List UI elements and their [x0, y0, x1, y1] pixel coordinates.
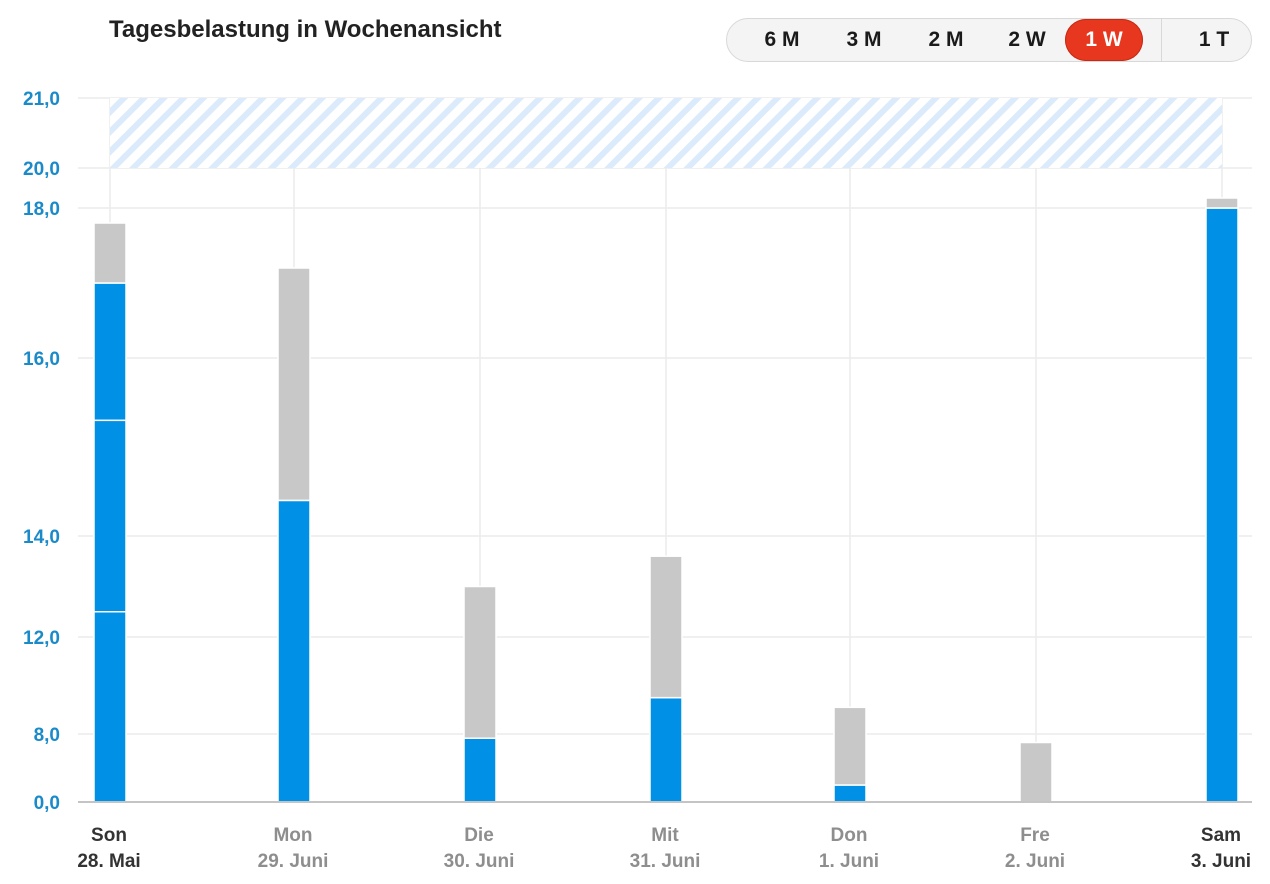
- bar-0-segment-1: [93, 419, 127, 613]
- bar-3-segment-0: [649, 696, 683, 803]
- chart-title: Tagesbelastung in Wochenansicht: [109, 16, 502, 43]
- bar-2-segment-1: [463, 585, 497, 739]
- target-band: [110, 98, 1222, 168]
- x-axis: Son 28. Mai Mon 29. Juni Die 30. Juni Mit 31. J…: [77, 801, 1252, 872]
- range-selector: 6 M 3 M 2 M 2 W 1 W 1 T: [726, 18, 1252, 62]
- bar-0-segment-3: [93, 222, 127, 284]
- x-label-date-1: 29. Juni: [258, 851, 329, 872]
- tab-divider: [1161, 19, 1162, 61]
- bar-1-segment-1: [277, 267, 311, 502]
- bar-6-segment-0: [1205, 207, 1239, 803]
- bar-5-segment-0: [1019, 741, 1053, 803]
- x-label-day-2: Die: [464, 825, 494, 846]
- bar-4-segment-1: [833, 706, 867, 786]
- y-tick-label-2: 12,0: [23, 628, 60, 649]
- y-tick-label-6: 20,0: [23, 159, 60, 180]
- y-tick-label-0: 0,0: [34, 793, 60, 814]
- bar-4-segment-0: [833, 784, 867, 803]
- target-band-area: [110, 98, 1222, 168]
- y-tick-label-1: 8,0: [34, 725, 60, 746]
- tab-2w[interactable]: 2 W: [1008, 28, 1046, 51]
- x-label-day-6: Sam: [1201, 825, 1241, 846]
- y-tick-label-7: 21,0: [23, 89, 60, 110]
- y-tick-label-4: 16,0: [23, 349, 60, 370]
- x-label-day-5: Fre: [1020, 825, 1050, 846]
- x-label-day-0: Son: [91, 825, 127, 846]
- bar-0-segment-0: [93, 611, 127, 803]
- x-label-date-4: 1. Juni: [819, 851, 879, 872]
- bar-0-segment-2: [93, 282, 127, 422]
- x-label-date-0: 28. Mai: [77, 851, 140, 872]
- tab-1w[interactable]: 1 W: [1065, 19, 1143, 61]
- x-label-date-3: 31. Juni: [630, 851, 701, 872]
- y-tick-label-3: 14,0: [23, 527, 60, 548]
- tab-3m[interactable]: 3 M: [846, 28, 882, 51]
- tab-2m[interactable]: 2 M: [928, 28, 964, 51]
- bar-1-segment-0: [277, 499, 311, 803]
- tab-6m[interactable]: 6 M: [764, 28, 800, 51]
- x-label-date-2: 30. Juni: [444, 851, 515, 872]
- bar-2-segment-0: [463, 737, 497, 803]
- bar-3-segment-1: [649, 555, 683, 699]
- bar-6-segment-1: [1205, 197, 1239, 209]
- tab-1t[interactable]: 1 T: [1198, 28, 1230, 51]
- chart-bars: [93, 197, 1239, 803]
- y-tick-label-5: 18,0: [23, 199, 60, 220]
- y-axis: 0,0 8,0 12,0 14,0 16,0 18,0 20,0 21,0: [23, 89, 60, 814]
- x-label-date-6: 3. Juni: [1191, 851, 1251, 872]
- x-label-date-5: 2. Juni: [1005, 851, 1065, 872]
- x-label-day-3: Mit: [651, 825, 679, 846]
- x-label-day-1: Mon: [273, 825, 312, 846]
- x-label-day-4: Don: [831, 825, 868, 846]
